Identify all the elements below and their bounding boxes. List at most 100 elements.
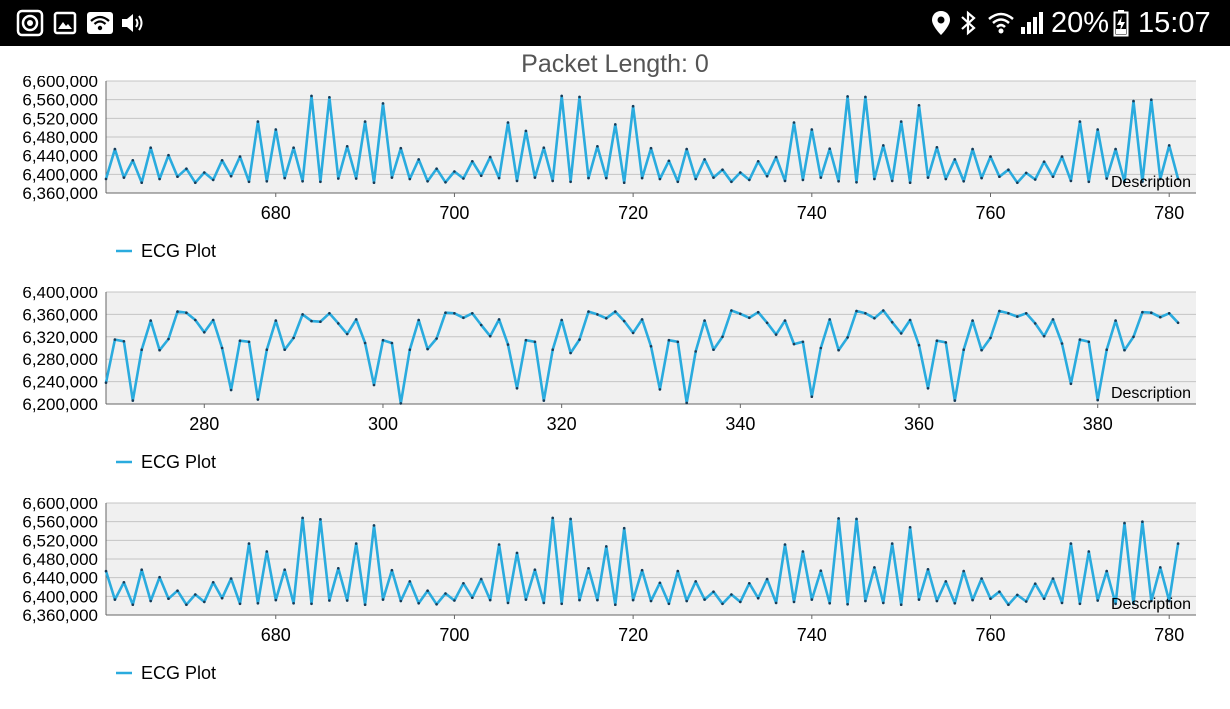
data-point (1132, 335, 1135, 339)
y-tick-label: 6,600,000 (22, 76, 98, 91)
data-point (622, 181, 626, 184)
data-point (819, 569, 823, 572)
data-point (399, 146, 403, 150)
data-point (363, 120, 367, 123)
data-point (1176, 321, 1180, 325)
packet-length-header: Packet Length: 0 (0, 50, 1230, 79)
data-point (1123, 180, 1126, 184)
data-point (113, 338, 117, 341)
x-tick-label: 360 (904, 414, 934, 434)
ecg-chart-1-svg[interactable]: 6,360,0006,400,0006,440,0006,480,0006,52… (0, 76, 1230, 287)
data-point (980, 348, 983, 352)
packet-length-value: 0 (694, 50, 709, 78)
x-tick-label: 300 (368, 414, 398, 434)
x-tick-label: 280 (189, 414, 219, 434)
data-point (819, 176, 823, 179)
data-point (229, 577, 233, 580)
y-tick-label: 6,560,000 (22, 91, 98, 110)
ecg-chart-2-svg[interactable]: 6,200,000 6,240,000 6,280,000 6,320,000 6,36… (0, 287, 1230, 498)
data-point (319, 518, 322, 521)
data-point (390, 176, 394, 179)
data-point (971, 598, 974, 602)
data-point (640, 176, 644, 180)
x-tick-label: 720 (618, 203, 648, 223)
data-point (1167, 144, 1171, 147)
data-point (944, 580, 948, 583)
data-point (542, 146, 546, 149)
data-point (265, 550, 269, 553)
data-point (408, 580, 412, 583)
ecg-chart-2[interactable]: 6,200,000 6,240,000 6,280,000 6,320,000 6,36… (0, 287, 1230, 498)
data-point (1167, 312, 1171, 315)
data-point (194, 318, 197, 322)
data-point (310, 319, 313, 323)
data-point (587, 567, 590, 570)
data-point (685, 401, 688, 405)
data-point (801, 340, 805, 344)
data-point (810, 598, 814, 601)
data-point (453, 170, 456, 173)
data-point (1096, 128, 1099, 131)
data-point (792, 600, 796, 604)
data-point (203, 171, 206, 174)
data-point (774, 333, 778, 336)
data-point (908, 526, 912, 529)
data-point (765, 321, 769, 325)
data-point (104, 569, 108, 573)
y-tick-label: 6,440,000 (22, 147, 98, 166)
data-point (1051, 577, 1055, 580)
data-point (1007, 312, 1010, 315)
data-point (998, 309, 1001, 313)
data-point (247, 180, 251, 184)
data-point (596, 313, 599, 316)
data-point (676, 340, 680, 344)
data-point (1069, 382, 1073, 386)
data-point (471, 596, 474, 599)
y-tick-label: 6,360,000 (22, 305, 98, 324)
data-point (471, 312, 474, 315)
data-point (917, 104, 921, 107)
data-point (810, 128, 814, 131)
signal-icon (1018, 0, 1046, 46)
data-point (238, 602, 242, 606)
data-point (301, 313, 304, 316)
data-point (614, 123, 617, 126)
data-point (926, 176, 930, 179)
data-point (1016, 315, 1019, 318)
data-point (220, 346, 224, 350)
data-point (873, 566, 876, 569)
data-point (1007, 168, 1010, 171)
data-point (1167, 599, 1171, 603)
data-point (1087, 550, 1091, 553)
data-point (283, 348, 287, 351)
data-point (1105, 348, 1108, 351)
data-point (703, 319, 706, 322)
legend-label: ECG Plot (141, 663, 216, 683)
data-point (1123, 521, 1126, 525)
data-point (435, 603, 438, 606)
data-point (131, 603, 135, 606)
data-point (274, 128, 278, 131)
ecg-chart-3[interactable]: 6,360,000 6,400,000 6,440,000 6,480,000 6,52… (0, 498, 1230, 709)
data-point (194, 593, 197, 596)
x-tick-label: 720 (618, 625, 648, 645)
data-point (113, 147, 117, 151)
x-tick-label: 380 (1083, 414, 1113, 434)
ecg-chart-1[interactable]: 6,360,000 6,400,000 6,440,000 6,480,000 6,52… (0, 76, 1230, 287)
data-point (524, 598, 528, 601)
data-point (640, 568, 644, 572)
data-point (855, 517, 858, 521)
data-point (310, 94, 313, 98)
data-point (774, 601, 778, 605)
data-point (1069, 179, 1073, 183)
data-point (873, 317, 876, 320)
data-point (515, 551, 519, 555)
data-point (497, 318, 501, 321)
data-point (1176, 177, 1180, 181)
data-point (158, 575, 161, 579)
ecg-chart-3-svg[interactable]: 6,360,0006,400,0006,440,0006,480,0006,52… (0, 498, 1230, 691)
y-tick-label: 6,280,000 (22, 350, 98, 369)
data-point (605, 317, 608, 320)
data-point (247, 340, 251, 344)
data-point (301, 516, 304, 520)
